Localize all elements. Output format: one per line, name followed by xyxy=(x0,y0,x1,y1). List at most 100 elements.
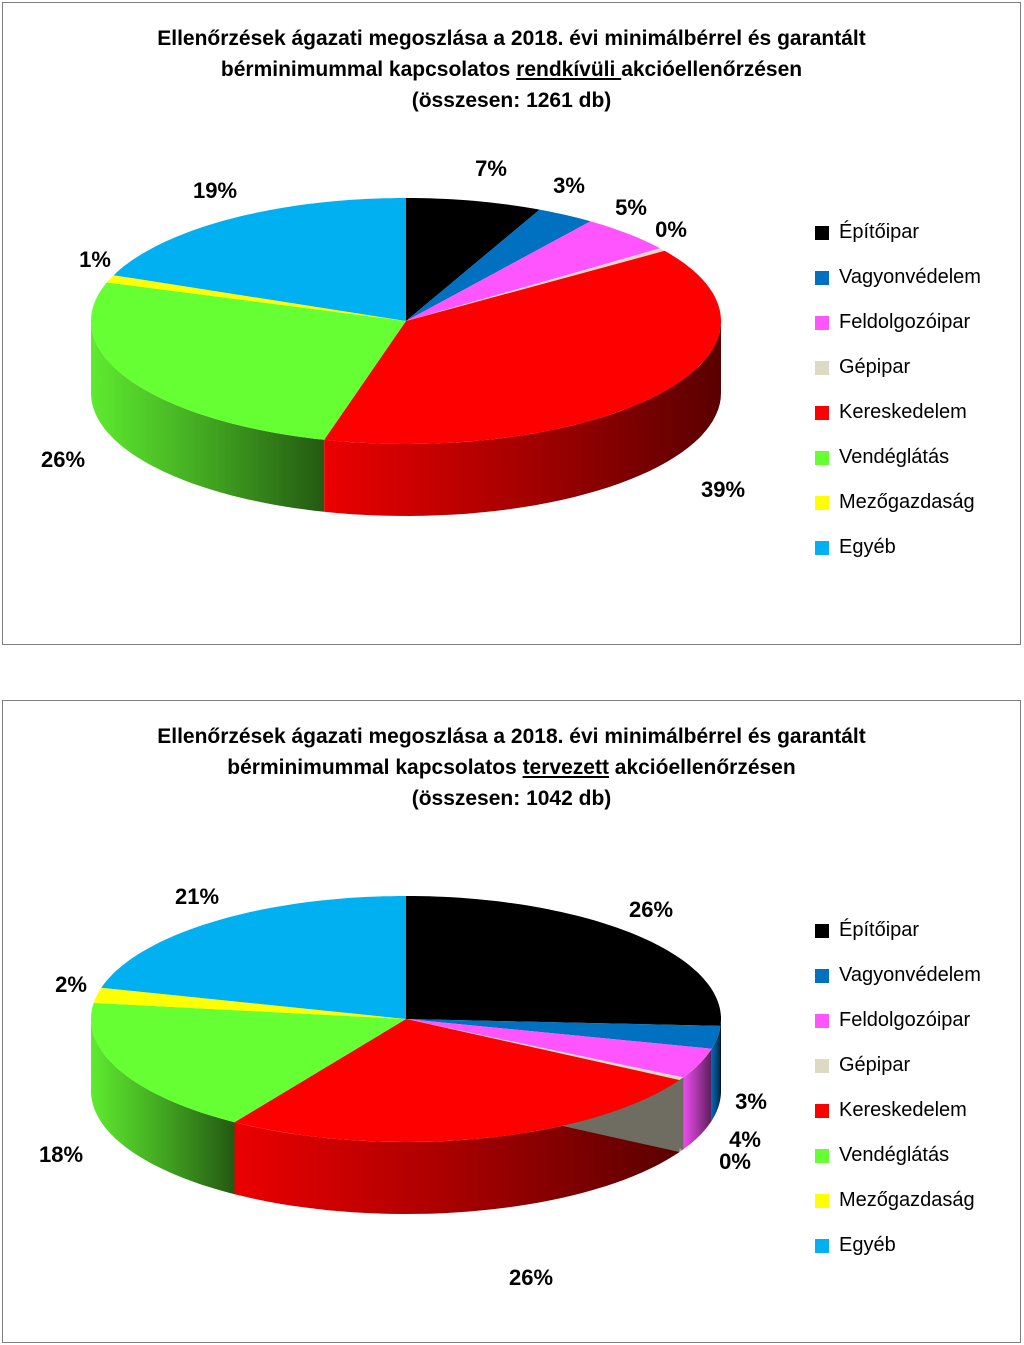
pie-slice-gepipar xyxy=(406,248,665,321)
data-label-gepipar: 0% xyxy=(655,217,687,242)
legend-swatch xyxy=(815,1103,829,1118)
chart-title-line-1: Ellenőrzések ágazati megoszlása a 2018. … xyxy=(157,27,866,50)
legend-swatch xyxy=(815,405,829,420)
pie-slice-egyeb xyxy=(101,896,407,1019)
pie-side-walls xyxy=(91,321,721,516)
legend-swatch xyxy=(815,1013,829,1028)
data-label-mezogazdasag: 1% xyxy=(79,247,111,272)
pie-slice-epitoipar xyxy=(406,896,721,1026)
data-label-vagyonvedelem: 3% xyxy=(735,1089,767,1114)
legend-swatch xyxy=(815,270,829,285)
pie-side-vagyonvedelem xyxy=(711,1025,721,1121)
pie-slice-vendeglatas xyxy=(91,282,406,440)
legend-swatch xyxy=(815,968,829,983)
legend-label: Egyéb xyxy=(839,536,896,558)
chart-title-line-2: bérminimummal kapcsolatos tervezett akci… xyxy=(3,752,1020,783)
legend-swatch xyxy=(815,1238,829,1253)
legend-swatch xyxy=(815,1148,829,1163)
legend-swatch xyxy=(815,225,829,240)
legend-label: Feldolgozóipar xyxy=(839,311,971,333)
legend-swatch xyxy=(815,495,829,510)
pie-slice-vendeglatas xyxy=(91,1002,406,1123)
pie-slice-gepipar xyxy=(406,1019,684,1081)
chart-title-line-3: (összesen: 1042 db) xyxy=(411,787,612,810)
legend-label: Vendéglátás xyxy=(839,1144,950,1166)
data-label-egyeb: 21% xyxy=(175,884,219,909)
legend-item-egyeb: Egyéb xyxy=(815,525,981,570)
legend-item-epitoipar: Építőipar xyxy=(815,210,981,255)
legend-label: Gépipar xyxy=(839,1054,911,1076)
legend-label: Mezőgazdaság xyxy=(839,491,975,513)
legend-item-kereskedelem: Kereskedelem xyxy=(815,1088,981,1133)
data-label-vagyonvedelem: 3% xyxy=(553,173,585,198)
data-label-mezogazdasag: 2% xyxy=(55,972,87,997)
chart-title: Ellenőrzések ágazati megoszlása a 2018. … xyxy=(3,721,1020,814)
data-label-vendeglatas: 26% xyxy=(41,447,85,472)
pie-slice-mezogazdasag xyxy=(106,275,407,321)
pie-side-feldolgozoipar xyxy=(683,1048,712,1150)
pie-top xyxy=(91,896,721,1142)
data-label-epitoipar: 7% xyxy=(475,156,507,181)
legend-label: Kereskedelem xyxy=(839,401,967,423)
pie-slice-epitoipar xyxy=(406,198,540,321)
pie-slice-feldolgozoipar xyxy=(406,1019,712,1078)
chart-title-line-2-start: bérminimummal kapcsolatos xyxy=(227,756,523,779)
pie-side-kereskedelem xyxy=(234,1080,680,1214)
pie-side-epitoipar xyxy=(720,1019,721,1098)
pie-slice-egyeb xyxy=(113,198,406,321)
legend-item-egyeb: Egyéb xyxy=(815,1223,981,1268)
legend-swatch xyxy=(815,540,829,555)
legend-item-vagyonvedelem: Vagyonvédelem xyxy=(815,255,981,300)
chart-title: Ellenőrzések ágazati megoszlása a 2018. … xyxy=(3,23,1020,116)
chart-legend: Építőipar Vagyonvédelem Feldolgozóipar Gépi… xyxy=(815,908,981,1268)
pie-side-kereskedelem xyxy=(324,321,721,516)
chart-title-line-3: (összesen: 1261 db) xyxy=(411,89,612,112)
legend-item-feldolgozoipar: Feldolgozóipar xyxy=(815,300,981,345)
pie-chart-svg: 7% 3% 5% 0% 39% 26% 1% 19% xyxy=(41,156,745,516)
pie-top xyxy=(91,198,721,444)
data-label-epitoipar: 26% xyxy=(629,897,673,922)
legend-item-mezogazdasag: Mezőgazdaság xyxy=(815,480,981,525)
data-label-feldolgozoipar: 4% xyxy=(729,1127,761,1152)
chart-title-line-2-end: akcióellenőrzésen xyxy=(621,58,803,81)
pie-slice-feldolgozoipar xyxy=(406,221,661,321)
legend-label: Mezőgazdaság xyxy=(839,1189,975,1211)
pie-slice-mezogazdasag xyxy=(93,987,406,1019)
chart-title-line-2: bérminimummal kapcsolatos rendkívüli akc… xyxy=(3,54,1020,85)
pie-slice-kereskedelem xyxy=(324,250,721,444)
legend-label: Építőipar xyxy=(839,221,920,243)
data-label-vendeglatas: 18% xyxy=(39,1142,83,1167)
legend-item-vendeglatas: Vendéglátás xyxy=(815,1133,981,1178)
legend-item-mezogazdasag: Mezőgazdaság xyxy=(815,1178,981,1223)
legend-swatch xyxy=(815,1193,829,1208)
legend-label: Feldolgozóipar xyxy=(839,1009,971,1031)
legend-label: Vagyonvédelem xyxy=(839,964,981,986)
legend-label: Egyéb xyxy=(839,1234,896,1256)
chart-title-underlined-word: rendkívüli xyxy=(516,58,622,81)
data-label-feldolgozoipar: 5% xyxy=(615,195,647,220)
chart-panel-rendkivuli: Ellenőrzések ágazati megoszlása a 2018. … xyxy=(2,2,1021,645)
chart-title-underlined-word: tervezett xyxy=(522,756,609,779)
chart-legend: Építőipar Vagyonvédelem Feldolgozóipar Gépi… xyxy=(815,210,981,570)
data-label-kereskedelem: 26% xyxy=(509,1265,553,1290)
legend-label: Kereskedelem xyxy=(839,1099,967,1121)
pie-side-vendeglatas xyxy=(91,321,325,512)
chart-title-line-2-start: bérminimummal kapcsolatos xyxy=(220,58,517,81)
data-label-egyeb: 19% xyxy=(193,178,237,203)
legend-item-vendeglatas: Vendéglátás xyxy=(815,435,981,480)
chart-title-line-2-end: akcióellenőrzésen xyxy=(608,756,796,779)
pie-side-vendeglatas xyxy=(91,1019,235,1195)
legend-item-kereskedelem: Kereskedelem xyxy=(815,390,981,435)
legend-item-vagyonvedelem: Vagyonvédelem xyxy=(815,953,981,998)
legend-item-gepipar: Gépipar xyxy=(815,345,981,390)
legend-swatch xyxy=(815,1058,829,1073)
data-label-kereskedelem: 39% xyxy=(701,477,745,502)
legend-label: Vendéglátás xyxy=(839,446,950,468)
legend-label: Vagyonvédelem xyxy=(839,266,981,288)
legend-swatch xyxy=(815,315,829,330)
legend-swatch xyxy=(815,923,829,938)
legend-swatch xyxy=(815,360,829,375)
data-label-gepipar: 0% xyxy=(719,1149,751,1174)
pie-slice-vagyonvedelem xyxy=(406,1019,721,1049)
legend-item-feldolgozoipar: Feldolgozóipar xyxy=(815,998,981,1043)
